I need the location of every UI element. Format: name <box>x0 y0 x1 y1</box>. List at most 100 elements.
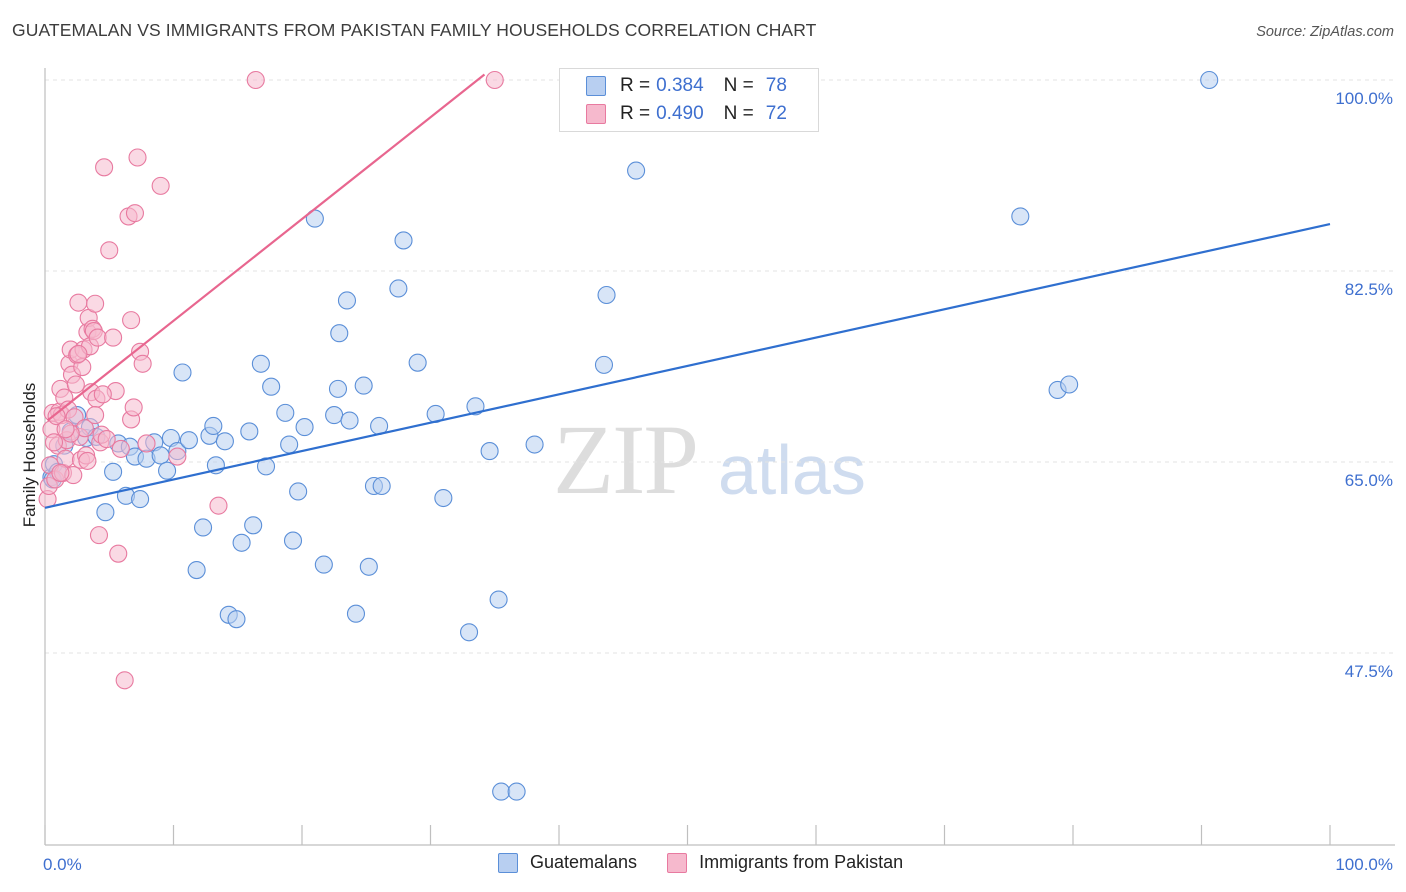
guatemalan-point <box>346 604 366 623</box>
pakistan-point <box>93 385 112 404</box>
guatemalan-point <box>372 476 391 496</box>
legend-n-value: 78 <box>765 75 787 96</box>
pakistan-point <box>86 294 105 313</box>
pakistan-point <box>246 70 265 90</box>
guatemalan-point <box>314 555 333 574</box>
legend-n-label: N = <box>723 75 754 96</box>
guatemalan-point <box>359 557 378 576</box>
legend-r-label: R = <box>620 103 651 124</box>
pakistan-point <box>97 430 116 449</box>
legend-n-value: 72 <box>765 103 787 124</box>
series-label: Immigrants from Pakistan <box>699 852 904 872</box>
legend-swatch-blue <box>586 76 606 96</box>
guatemalan-point <box>489 590 508 609</box>
pakistan-point <box>56 420 75 439</box>
guatemalan-point <box>389 279 408 298</box>
pakistan-point <box>78 451 97 470</box>
guatemalan-point <box>104 462 123 481</box>
legend-r-value: 0.384 <box>656 75 704 96</box>
pakistan-trendline <box>46 73 486 422</box>
guatemalan-point <box>340 411 359 430</box>
y-axis-title: Family Households <box>20 383 39 528</box>
pakistan-point <box>111 439 130 458</box>
x-tick-label: 100.0% <box>1335 855 1393 874</box>
pakistan-point <box>151 176 170 195</box>
pakistan-point <box>128 148 147 167</box>
guatemalan-point <box>256 457 276 476</box>
pakistan-point <box>88 328 107 347</box>
y-tick-label: 47.5% <box>1345 662 1393 681</box>
series-label: Guatemalans <box>530 852 638 872</box>
pakistan-point <box>89 526 109 545</box>
chart-title: GUATEMALAN VS IMMIGRANTS FROM PAKISTAN F… <box>12 20 817 40</box>
guatemalan-point <box>158 461 177 480</box>
guatemalan-point <box>597 285 616 305</box>
x-tick-label: 0.0% <box>43 855 82 874</box>
legend-n-label: N = <box>723 103 754 124</box>
guatemalan-point <box>492 782 511 801</box>
pakistan-point <box>69 344 88 363</box>
guatemalan-point <box>204 416 223 436</box>
series-legend: Guatemalans Immigrants from Pakistan <box>498 852 933 873</box>
guatemalan-point <box>131 490 150 509</box>
pakistan-point <box>133 354 152 373</box>
guatemalan-point <box>466 397 485 416</box>
guatemalan-point <box>434 488 453 508</box>
guatemalan-point <box>525 435 544 454</box>
pakistan-point <box>109 544 128 563</box>
guatemalan-point <box>459 623 479 642</box>
watermark-atlas: atlas <box>718 431 866 509</box>
guatemalan-point <box>507 782 526 801</box>
pakistan-point <box>86 406 105 425</box>
guatemalan-point <box>289 482 308 501</box>
legend-r-label: R = <box>620 75 651 96</box>
pakistan-point <box>100 241 119 260</box>
guatemalan-point <box>328 379 348 398</box>
guatemalan-point <box>240 422 259 441</box>
correlation-legend: R = 0.384 N = 78 R = 0.490 N = 72 <box>559 68 819 132</box>
y-tick-label: 65.0% <box>1345 471 1393 490</box>
guatemalan-point <box>295 418 314 437</box>
legend-row-guatemalans: R = 0.384 N = 78 <box>586 75 787 97</box>
guatemalan-point <box>194 518 213 537</box>
series-legend-guatemalans: Guatemalans <box>498 852 637 873</box>
watermark-zip: ZIP <box>553 404 699 515</box>
guatemalan-point <box>151 446 170 465</box>
legend-r-value: 0.490 <box>656 103 704 124</box>
pakistan-point <box>47 407 66 426</box>
pakistan-point <box>125 204 144 223</box>
guatemalan-point <box>408 353 427 372</box>
guatemalan-point <box>330 324 349 343</box>
guatemalan-point <box>187 561 206 580</box>
guatemalan-point <box>594 355 614 374</box>
series-legend-pakistan: Immigrants from Pakistan <box>667 852 903 873</box>
guatemalan-point <box>283 531 303 550</box>
guatemalan-point <box>480 442 499 461</box>
guatemalan-point <box>280 435 299 454</box>
guatemalan-point <box>325 406 344 425</box>
guatemalan-point <box>1200 70 1219 90</box>
guatemalan-point <box>337 291 357 310</box>
guatemalan-point <box>1060 375 1079 394</box>
guatemalan-point <box>354 376 373 395</box>
y-tick-label: 100.0% <box>1335 89 1393 108</box>
y-tick-label: 82.5% <box>1345 280 1393 299</box>
pakistan-point <box>209 496 228 515</box>
series-swatch-pink <box>667 852 688 873</box>
chart-source: Source: ZipAtlas.com <box>1256 24 1394 40</box>
guatemalan-point <box>96 503 115 522</box>
guatemalan-point <box>262 377 281 396</box>
guatemalan-point <box>215 432 234 451</box>
guatemalan-point <box>251 354 270 373</box>
pakistan-point <box>51 463 70 482</box>
guatemalan-point <box>179 431 198 450</box>
guatemalan-point <box>227 610 246 629</box>
pakistan-point <box>485 70 504 90</box>
guatemalan-point <box>1011 207 1030 226</box>
pakistan-point <box>95 158 114 177</box>
pakistan-point <box>122 311 141 330</box>
legend-row-pakistan: R = 0.490 N = 72 <box>586 103 787 125</box>
guatemalan-point <box>627 161 646 180</box>
pakistan-point <box>137 434 156 453</box>
